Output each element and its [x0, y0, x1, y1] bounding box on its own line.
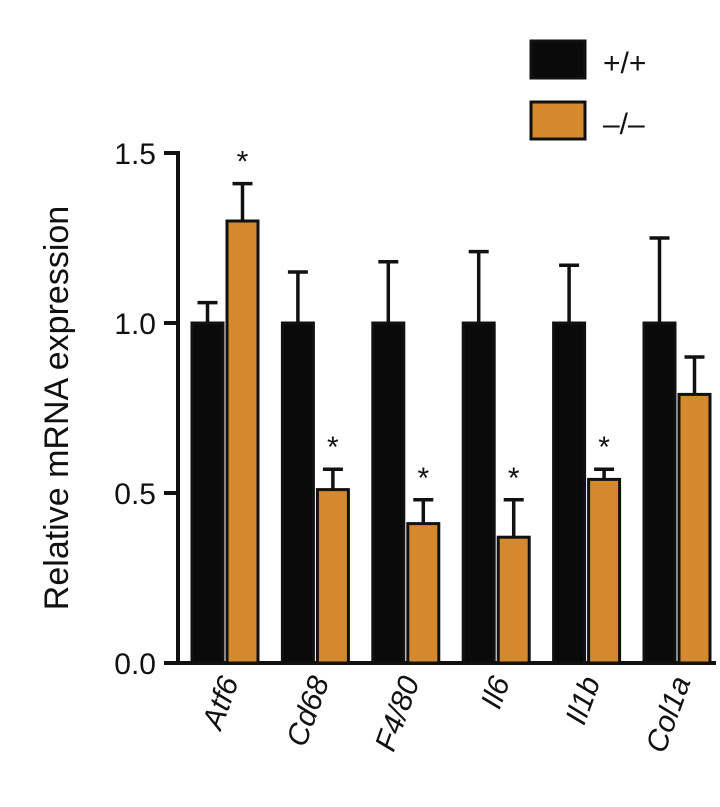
- bar: [496, 535, 531, 665]
- legend-swatch-wildtype: [529, 39, 587, 80]
- bar: [280, 321, 315, 665]
- x-tick-label: F4/80: [369, 672, 426, 756]
- bar: [190, 321, 225, 665]
- bar: [225, 219, 260, 665]
- plot-area: 0.0 0.5 1.0 1.5 * Atf6 * Cd68 * F4/80 * Il6 * Il1b Col…: [114, 138, 716, 757]
- significance-marker: *: [417, 462, 429, 495]
- legend-label-wildtype: +/+: [603, 47, 646, 80]
- x-tick-label: Col1a: [640, 672, 698, 757]
- bar: [677, 392, 712, 665]
- bar: [461, 321, 496, 665]
- x-tick-label: Cd68: [280, 672, 336, 751]
- legend: +/+ –/–: [529, 39, 646, 141]
- significance-marker: *: [327, 431, 339, 464]
- y-tick-label: 1.0: [114, 308, 156, 341]
- significance-marker: *: [237, 146, 249, 179]
- bar: [587, 477, 622, 665]
- y-axis-label: Relative mRNA expression: [38, 206, 76, 610]
- bar: [371, 321, 406, 665]
- legend-swatch-knockout: [529, 100, 587, 141]
- y-tick-label: 0.5: [114, 478, 156, 511]
- x-tick-label: Atf6: [196, 672, 246, 736]
- significance-marker: *: [508, 462, 520, 495]
- bar: [406, 522, 441, 665]
- legend-label-knockout: –/–: [603, 108, 645, 141]
- bar: [315, 488, 350, 665]
- x-tick-label: Il6: [475, 672, 517, 713]
- bar: [642, 321, 677, 665]
- x-tick-label: Il1b: [560, 672, 608, 729]
- significance-marker: *: [598, 431, 610, 464]
- y-tick-label: 0.0: [114, 648, 156, 681]
- y-tick-label: 1.5: [114, 138, 156, 171]
- bar: [552, 321, 587, 665]
